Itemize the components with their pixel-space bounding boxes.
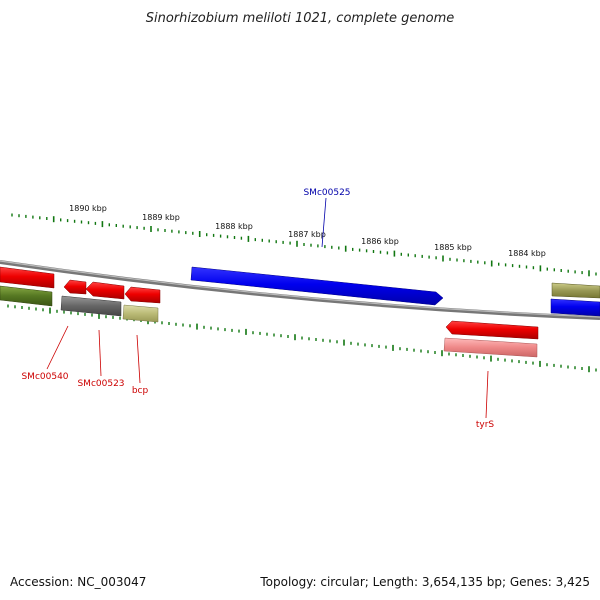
tick-label-1884: 1884 kbp (508, 249, 546, 258)
reverse-strand-features (60, 279, 539, 358)
accession-text: Accession: NC_003047 (10, 575, 147, 589)
gene-small-red-3[interactable] (124, 286, 161, 304)
gene-tyrs-red[interactable] (445, 320, 539, 340)
map-title: Sinorhizobium meliloti 1021, complete ge… (146, 11, 455, 26)
genome-backbone (0, 260, 600, 320)
tick-label-1888: 1888 kbp (215, 222, 253, 231)
gene-right-blue-fwd[interactable] (550, 298, 600, 317)
gene-smc00523-gray[interactable] (60, 295, 122, 317)
label-tyrs[interactable]: tyrS (476, 420, 495, 430)
genome-summary-text: Topology: circular; Length: 3,654,135 bp… (260, 575, 590, 589)
gene-right-olive-fwd[interactable] (551, 282, 600, 299)
genome-backbone-highlight (0, 260, 600, 318)
tick-label-1887: 1887 kbp (288, 230, 326, 239)
tick-label-1886: 1886 kbp (361, 237, 399, 246)
gene-small-red-1[interactable] (63, 279, 87, 295)
leader-smc00525 (321, 197, 327, 248)
gene-left-green-fwd[interactable] (0, 285, 53, 307)
gene-smc00525-arrow[interactable] (190, 266, 444, 306)
label-smc00540[interactable]: SMc00540 (21, 372, 68, 382)
outer-tick-track (11, 213, 597, 277)
leader-tyrs (485, 370, 489, 419)
gene-small-red-2[interactable] (85, 281, 125, 300)
gene-left-red-fwd[interactable] (0, 266, 55, 289)
label-smc00523[interactable]: SMc00523 (77, 379, 124, 389)
label-bcp[interactable]: bcp (132, 386, 149, 396)
forward-strand-features (0, 266, 600, 317)
tick-label-1885: 1885 kbp (434, 243, 472, 252)
inner-tick-track (7, 304, 597, 373)
tick-label-1889: 1889 kbp (142, 213, 180, 222)
leader-bcp (136, 334, 141, 384)
label-smc00525[interactable]: SMc00525 (303, 188, 350, 198)
gene-bcp-khaki[interactable] (122, 304, 159, 323)
tick-label-1890: 1890 kbp (69, 204, 107, 213)
leader-smc00540 (46, 325, 69, 370)
gene-tyrs-pink[interactable] (443, 337, 538, 358)
leader-smc00523 (98, 329, 102, 377)
